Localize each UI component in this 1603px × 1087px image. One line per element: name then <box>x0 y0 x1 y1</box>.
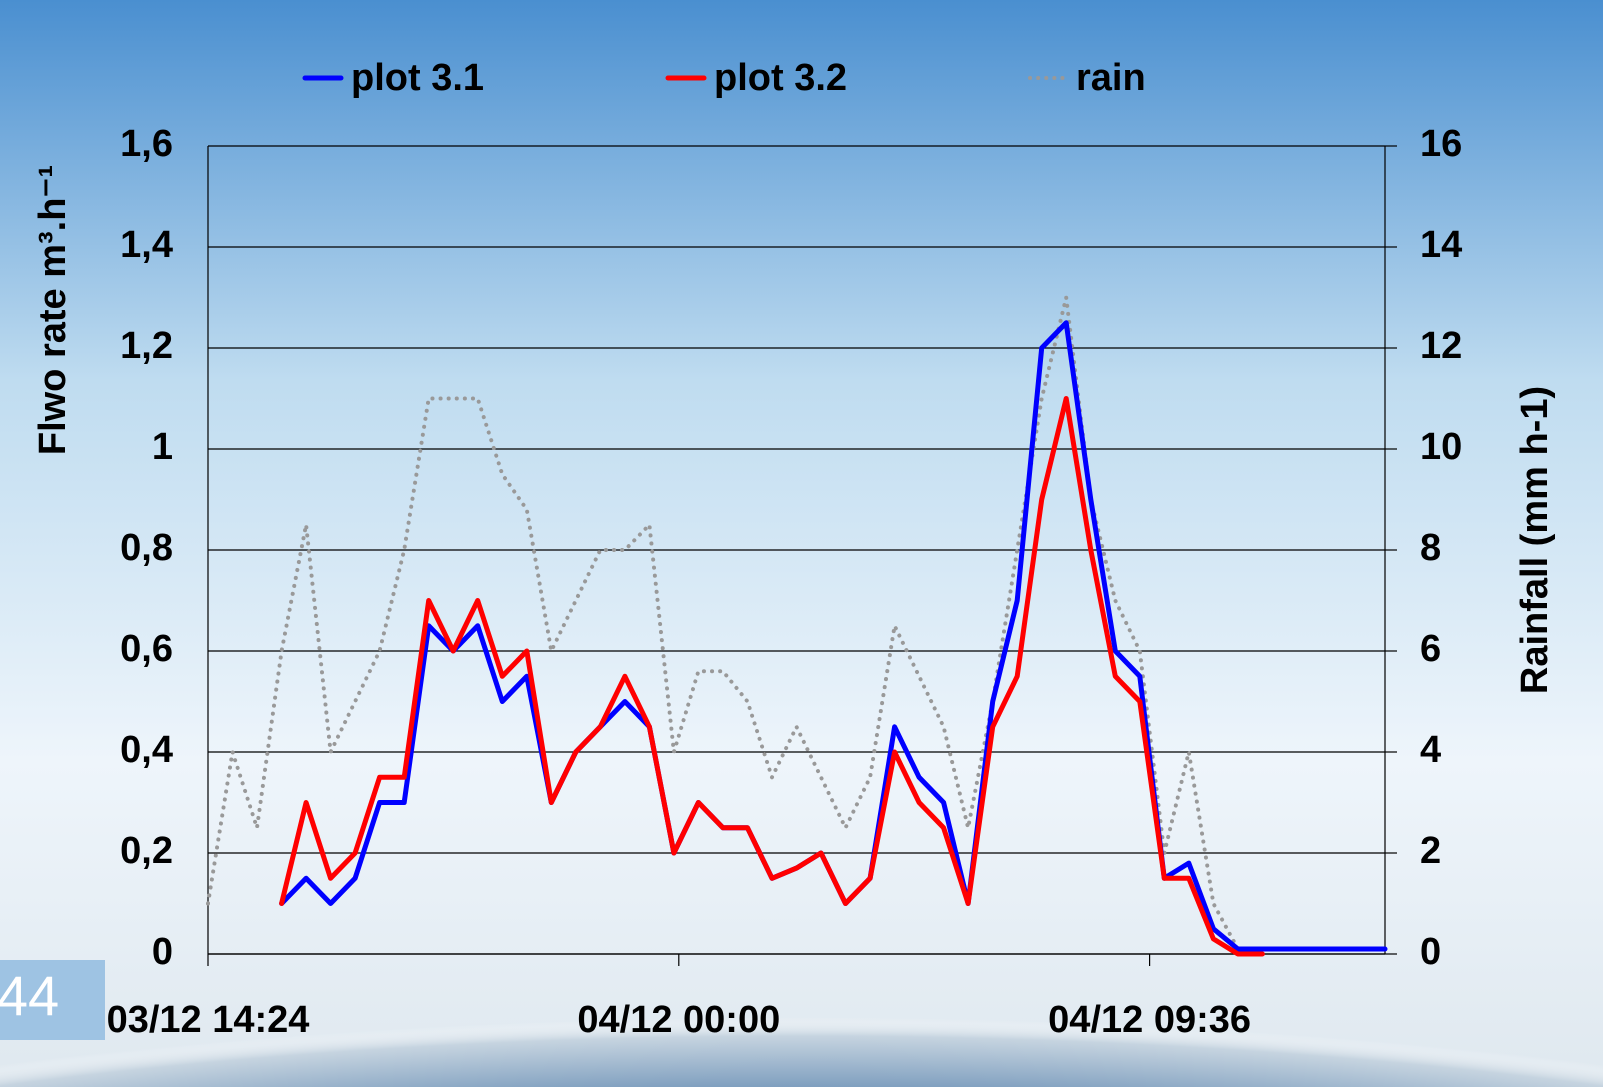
x-tick-label: 04/12 09:36 <box>1048 999 1251 1041</box>
x-tick-label: 03/12 14:24 <box>107 999 310 1041</box>
y2-tick-label: 12 <box>1420 325 1462 367</box>
y2-tick-label: 2 <box>1420 830 1441 872</box>
y-axis-title: Flwo rate m³.h⁻¹ <box>32 165 74 455</box>
y2-tick-label: 10 <box>1420 426 1462 468</box>
y-tick-label: 0,6 <box>120 628 173 670</box>
y2-tick-label: 6 <box>1420 628 1441 670</box>
page-number: 44 <box>0 964 59 1027</box>
legend-label: plot 3.2 <box>714 57 847 99</box>
legend-label: plot 3.1 <box>351 57 484 99</box>
y2-axis-title: Rainfall (mm h-1) <box>1514 386 1556 694</box>
y2-tick-label: 4 <box>1420 729 1441 771</box>
y-tick-label: 1,6 <box>120 123 173 165</box>
y-tick-label: 0,8 <box>120 527 173 569</box>
y-tick-label: 1 <box>152 426 173 468</box>
y-tick-label: 0,4 <box>120 729 173 771</box>
y2-tick-label: 8 <box>1420 527 1441 569</box>
y-tick-label: 1,2 <box>120 325 173 367</box>
y2-tick-label: 16 <box>1420 123 1462 165</box>
chart: 44 Flwo rate m³.h⁻¹ Rainfall (mm h-1) 0 0… <box>0 0 1603 1087</box>
y2-tick-label: 0 <box>1420 931 1441 973</box>
y-tick-label: 0 <box>152 931 173 973</box>
y-tick-label: 0,2 <box>120 830 173 872</box>
legend-label: rain <box>1076 57 1146 99</box>
x-tick-label: 04/12 00:00 <box>577 999 780 1041</box>
y2-tick-label: 14 <box>1420 224 1462 266</box>
y-tick-label: 1,4 <box>120 224 173 266</box>
